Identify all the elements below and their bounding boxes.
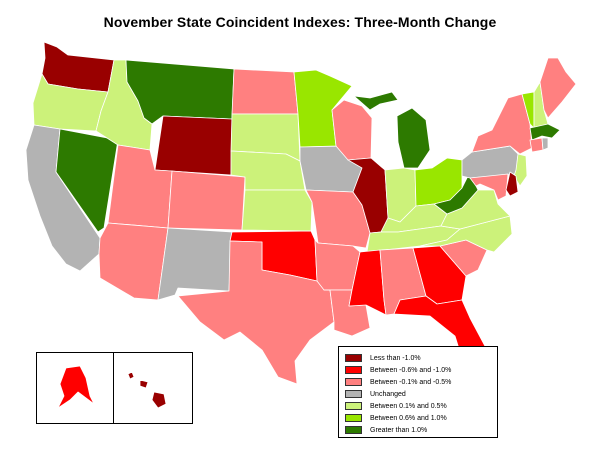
state-nd bbox=[231, 68, 299, 115]
legend-label: Greater than 1.0% bbox=[370, 426, 428, 434]
state-ak bbox=[57, 365, 95, 409]
legend-label: Between 0.1% and 0.5% bbox=[370, 402, 447, 410]
legend-swatch bbox=[345, 366, 362, 374]
legend-item: Greater than 1.0% bbox=[345, 425, 427, 435]
state-nj bbox=[513, 153, 528, 187]
state-co bbox=[167, 170, 246, 231]
inset-divider bbox=[113, 352, 114, 424]
legend-item: Less than -1.0% bbox=[345, 353, 421, 363]
legend-label: Unchanged bbox=[370, 390, 406, 398]
legend-item: Between -0.1% and -0.5% bbox=[345, 377, 451, 387]
legend-swatch bbox=[345, 354, 362, 362]
legend-label: Between 0.6% and 1.0% bbox=[370, 414, 447, 422]
legend-item: Between 0.6% and 1.0% bbox=[345, 413, 447, 423]
state-nm bbox=[157, 227, 233, 301]
legend-item: Unchanged bbox=[345, 389, 406, 399]
state-wi bbox=[331, 99, 373, 161]
state-hi bbox=[127, 371, 167, 409]
state-wy bbox=[154, 115, 233, 176]
state-ct bbox=[529, 137, 544, 153]
state-ny bbox=[471, 93, 533, 155]
map-title: November State Coincident Indexes: Three… bbox=[103, 14, 497, 30]
alaska-hawaii-inset bbox=[36, 352, 193, 424]
state-mi bbox=[353, 91, 431, 169]
legend-swatch bbox=[345, 402, 362, 410]
state-tx bbox=[177, 240, 335, 385]
state-ks bbox=[241, 189, 313, 232]
state-ri bbox=[541, 137, 549, 151]
state-az bbox=[98, 222, 169, 301]
legend-label: Between -0.6% and -1.0% bbox=[370, 366, 452, 374]
state-me bbox=[539, 57, 577, 119]
legend: Less than -1.0% Between -0.6% and -1.0% … bbox=[338, 346, 498, 438]
legend-swatch bbox=[345, 414, 362, 422]
legend-label: Between -0.1% and -0.5% bbox=[370, 378, 452, 386]
legend-swatch bbox=[345, 390, 362, 398]
legend-swatch bbox=[345, 426, 362, 434]
state-de bbox=[505, 171, 519, 197]
legend-item: Between -0.6% and -1.0% bbox=[345, 365, 451, 375]
state-md bbox=[469, 173, 509, 201]
legend-item: Between 0.1% and 0.5% bbox=[345, 401, 447, 411]
legend-swatch bbox=[345, 378, 362, 386]
state-nh bbox=[533, 81, 549, 129]
legend-label: Less than -1.0% bbox=[370, 354, 421, 362]
